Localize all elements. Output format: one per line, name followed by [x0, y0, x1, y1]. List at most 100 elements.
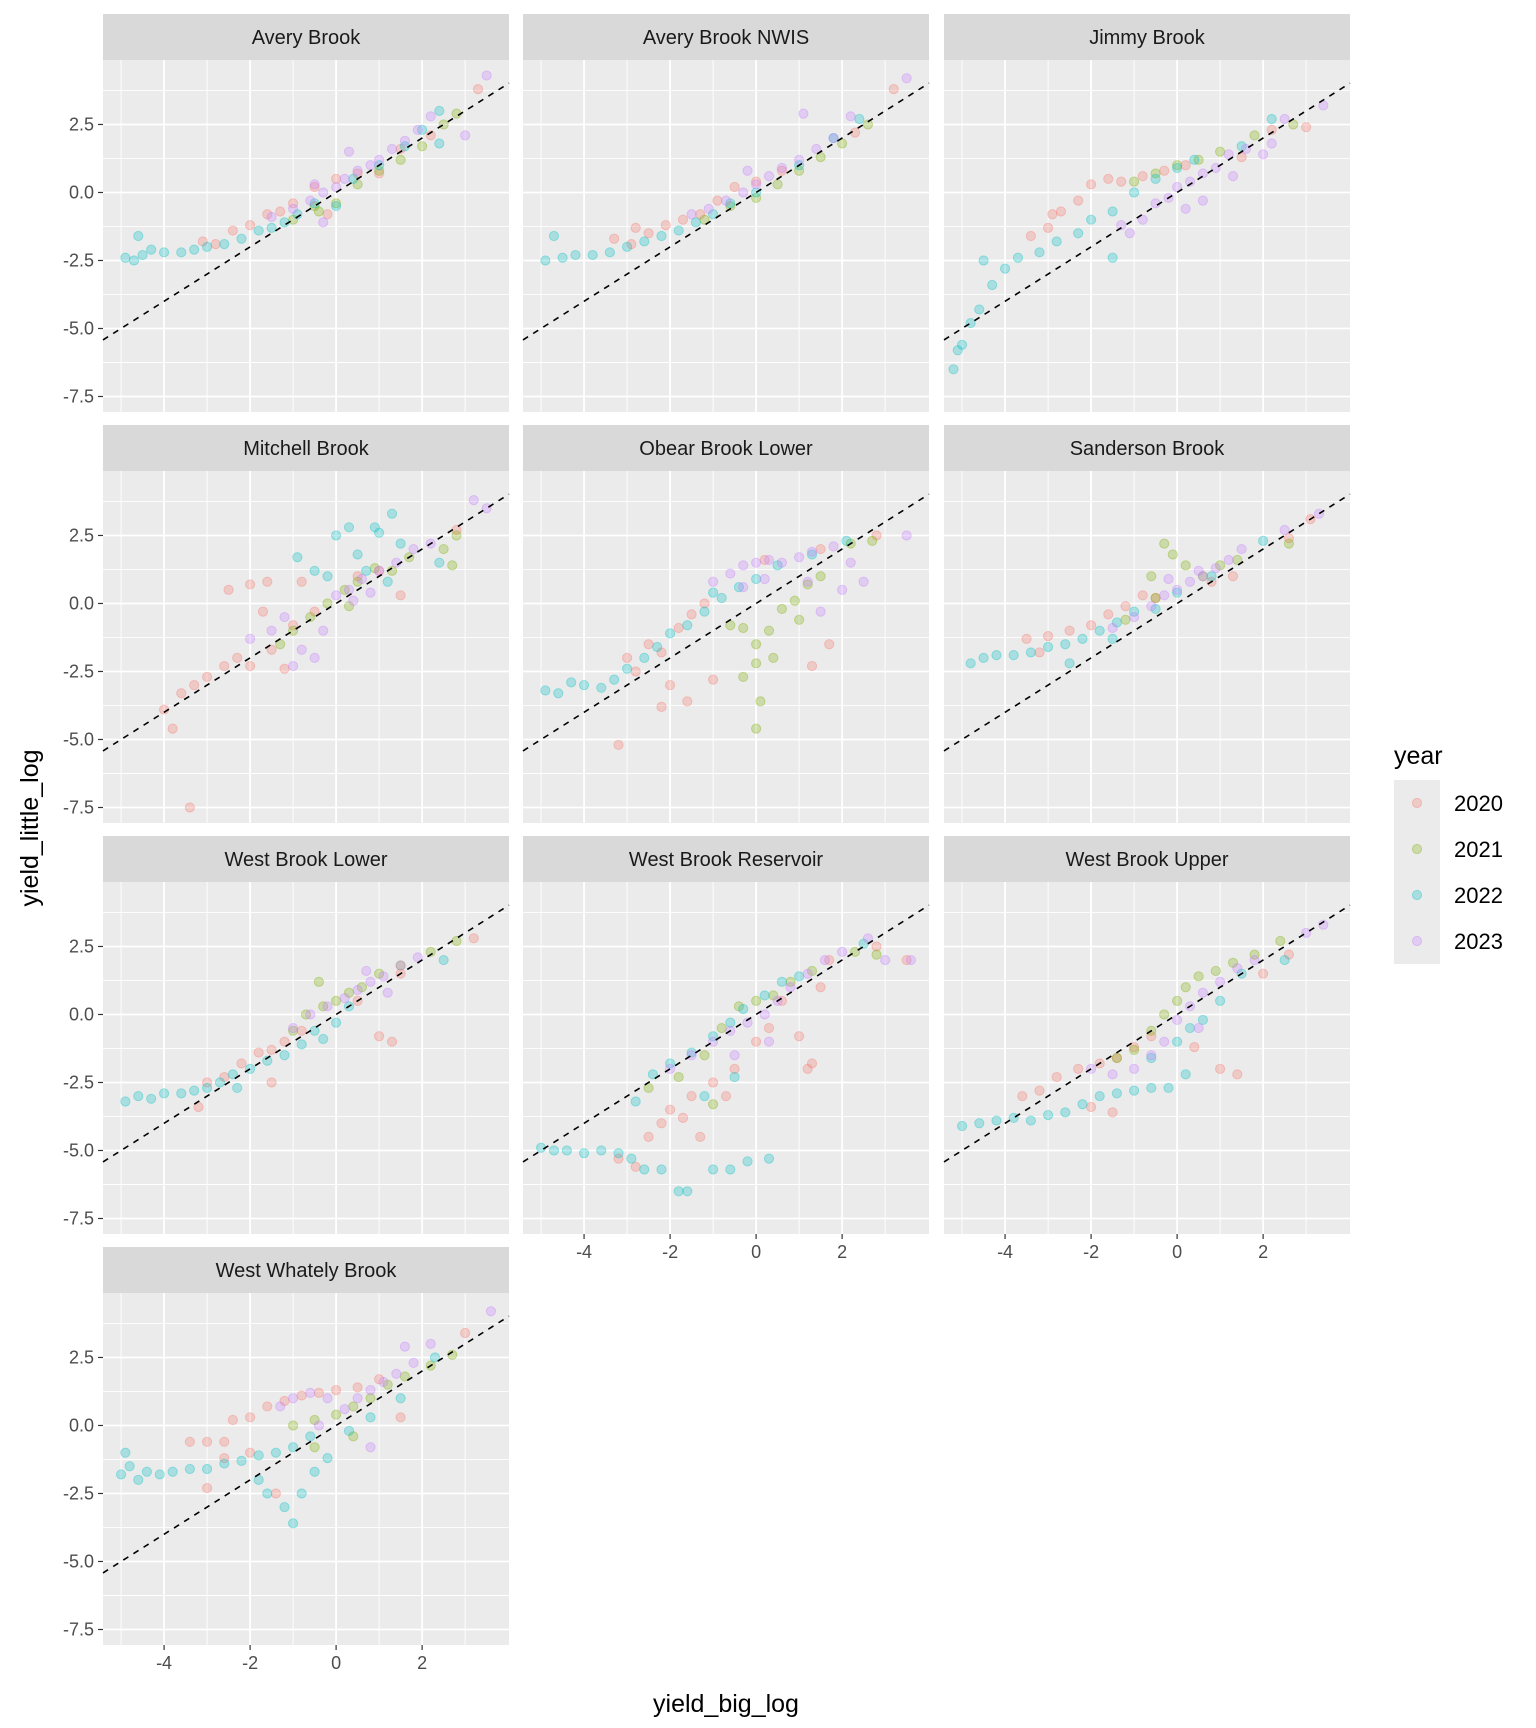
- data-point-2020: [1128, 1042, 1140, 1053]
- data-point-2022: [343, 522, 355, 533]
- data-point-2022: [1146, 1052, 1157, 1064]
- data-point-2021: [331, 198, 342, 209]
- data-point-2023: [481, 503, 492, 514]
- data-point-2022: [331, 530, 342, 541]
- data-point-2022: [1094, 625, 1105, 636]
- data-point-2020: [729, 181, 740, 193]
- y-tick-label: -7.5: [63, 1208, 94, 1228]
- data-point-2023: [703, 203, 714, 214]
- legend-label: 2022: [1454, 883, 1503, 908]
- data-point-2022: [279, 1050, 290, 1061]
- data-point-2023: [1197, 987, 1209, 998]
- data-point-2023: [819, 954, 831, 966]
- data-point-2021: [417, 141, 428, 152]
- facet-title: Avery Brook: [252, 27, 362, 49]
- data-point-2022: [794, 971, 805, 982]
- points-layer: [948, 100, 1329, 375]
- data-point-2021: [785, 976, 796, 987]
- data-point-2022: [438, 954, 449, 966]
- data-point-2021: [1232, 554, 1243, 566]
- data-point-2020: [643, 639, 654, 650]
- data-point-2022: [673, 225, 684, 236]
- data-point-2023: [305, 1387, 316, 1398]
- data-point-2022: [309, 1025, 320, 1036]
- data-point-2023: [759, 1009, 770, 1020]
- facet-strip: [523, 14, 929, 60]
- data-point-2021: [425, 946, 436, 958]
- data-point-2020: [763, 1022, 775, 1034]
- data-point-2023: [1146, 1050, 1157, 1061]
- points-layer: [115, 1306, 497, 1529]
- data-point-2022: [1034, 247, 1045, 258]
- data-point-2022: [673, 1186, 684, 1197]
- data-point-2023: [828, 132, 839, 144]
- data-point-2020: [1073, 1063, 1084, 1074]
- data-point-2021: [707, 1099, 719, 1110]
- data-point-2022: [1128, 1085, 1140, 1096]
- facet-strip: [523, 425, 929, 471]
- data-point-2023: [1107, 622, 1118, 634]
- data-point-2022: [1172, 1036, 1183, 1047]
- data-point-2022: [621, 663, 633, 674]
- y-tick-label: -7.5: [63, 797, 94, 817]
- legend-label: 2020: [1454, 791, 1503, 816]
- facet-strip: [944, 14, 1350, 60]
- facet-panel: Obear Brook Lower: [522, 425, 930, 823]
- data-point-2022: [664, 628, 676, 639]
- data-point-2020: [824, 639, 835, 650]
- data-point-2020: [1034, 1085, 1045, 1096]
- data-point-2022: [596, 682, 607, 693]
- data-point-2023: [386, 143, 398, 155]
- data-point-2021: [1210, 965, 1221, 977]
- data-point-2022: [1266, 113, 1277, 125]
- data-point-2022: [948, 364, 959, 375]
- plot-background: [523, 882, 929, 1234]
- data-point-2020: [871, 941, 882, 952]
- data-point-2022: [1073, 228, 1084, 239]
- data-point-2020: [664, 679, 676, 691]
- data-point-2020: [184, 802, 195, 813]
- data-point-2020: [279, 663, 290, 674]
- data-point-2020: [1159, 165, 1170, 176]
- data-point-2022: [253, 225, 264, 236]
- points-layer: [120, 933, 479, 1113]
- data-point-2020: [1150, 592, 1161, 604]
- data-point-2023: [374, 565, 385, 576]
- data-point-2021: [1159, 538, 1170, 549]
- facet-panel: Jimmy Brook: [943, 14, 1351, 412]
- data-point-2023: [802, 968, 813, 979]
- points-layer: [965, 508, 1325, 669]
- x-tick-label: 0: [1172, 1242, 1182, 1262]
- data-point-2020: [210, 239, 221, 250]
- data-point-2020: [1120, 601, 1131, 612]
- data-point-2020: [712, 195, 723, 206]
- data-point-2023: [806, 546, 818, 557]
- data-point-2022: [1094, 1090, 1105, 1102]
- data-point-2022: [1189, 154, 1200, 165]
- data-point-2020: [201, 1077, 213, 1088]
- data-point-2022: [647, 1069, 658, 1080]
- data-point-2022: [652, 641, 663, 653]
- data-point-2023: [1279, 524, 1290, 536]
- data-point-2023: [1313, 508, 1325, 519]
- data-point-2023: [352, 1393, 363, 1404]
- data-point-2022: [978, 652, 989, 663]
- data-point-2021: [1197, 571, 1209, 582]
- x-tick-label: 2: [837, 1242, 847, 1262]
- data-point-2023: [356, 573, 368, 585]
- data-point-2020: [1116, 176, 1127, 187]
- data-point-2020: [395, 1412, 406, 1423]
- data-point-2023: [686, 209, 697, 220]
- data-point-2022: [1025, 647, 1036, 658]
- data-point-2022: [699, 606, 710, 617]
- data-point-2023: [1232, 963, 1243, 974]
- data-point-2022: [1042, 1110, 1054, 1121]
- data-point-2021: [768, 990, 779, 1001]
- data-point-2022: [176, 1088, 187, 1099]
- data-point-2023: [1223, 554, 1234, 566]
- points-layer: [540, 530, 912, 751]
- data-point-2021: [374, 968, 385, 979]
- data-point-2020: [468, 933, 479, 944]
- data-point-2023: [1180, 203, 1191, 214]
- data-point-2023: [725, 568, 736, 579]
